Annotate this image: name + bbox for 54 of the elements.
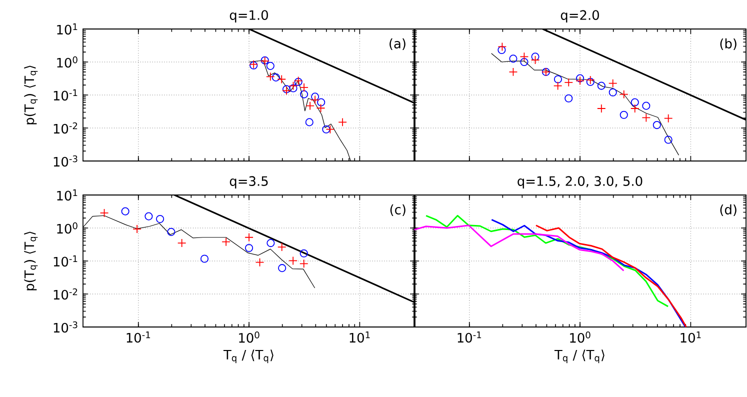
y-tick-label: 10$^{-2}$ — [54, 122, 78, 134]
point — [630, 98, 639, 106]
y-tick-label: 10$^{0}$ — [57, 56, 78, 68]
point — [619, 90, 628, 99]
x-tick-label: 10$^{1}$ — [680, 332, 701, 343]
point — [508, 67, 518, 76]
y-tick-label: 10$^{1}$ — [57, 189, 78, 201]
point — [652, 120, 661, 130]
point — [553, 81, 562, 90]
chart-title: q=3.5 — [230, 176, 268, 188]
y-tick-label: 10$^{0}$ — [57, 222, 78, 234]
point — [664, 136, 672, 144]
x-axis-title: T$_{q}$ / ⟨T$_{q}$⟩ — [554, 350, 604, 364]
y-tick-label: 10$^{1}$ — [57, 23, 78, 35]
point — [608, 88, 617, 96]
point — [520, 52, 529, 62]
point — [520, 58, 528, 66]
point — [564, 78, 574, 87]
y-tick-label: 10$^{-3}$ — [54, 321, 78, 333]
point — [630, 104, 640, 113]
x-tick-label: 10$^{1}$ — [350, 332, 370, 343]
point — [576, 74, 584, 82]
y-axis-title: p(T$_{q}$) ⟨T$_{q}$⟩ — [24, 232, 38, 290]
annotation: (d) — [720, 204, 736, 216]
annotation: (c) — [390, 204, 406, 216]
chart-title: q=1.0 — [230, 10, 268, 22]
x-tick-label: 10$^{-1}$ — [126, 332, 150, 343]
y-tick-label: 10$^{-2}$ — [54, 288, 78, 300]
point — [530, 56, 540, 64]
point — [498, 46, 506, 54]
y-axis-title: p(T$_{q}$) ⟨T$_{q}$⟩ — [24, 66, 38, 124]
y-tick-label: 10$^{-1}$ — [54, 255, 78, 267]
point — [596, 104, 606, 113]
x-axis-title: T$_{q}$ / ⟨T$_{q}$⟩ — [223, 350, 274, 364]
point — [620, 110, 628, 119]
x-tick-label: 10$^{0}$ — [570, 332, 590, 343]
point — [554, 75, 562, 84]
x-tick-label: 10$^{0}$ — [239, 332, 260, 343]
y-tick-label: 10$^{-3}$ — [54, 155, 78, 167]
point — [597, 82, 606, 90]
chart-title: q=1.5, 2.0, 3.0, 5.0 — [518, 176, 642, 188]
point — [608, 78, 618, 88]
point — [564, 94, 573, 102]
annotation: (a) — [390, 38, 406, 50]
chart-title: q=2.0 — [560, 10, 599, 22]
point — [642, 113, 651, 122]
x-tick-label: 10$^{-1}$ — [458, 332, 482, 343]
annotation: (b) — [720, 38, 736, 50]
point — [498, 42, 507, 52]
y-tick-label: 10$^{-1}$ — [54, 89, 78, 101]
point — [531, 52, 540, 61]
point — [509, 54, 518, 63]
point — [642, 102, 650, 110]
point — [576, 76, 584, 86]
